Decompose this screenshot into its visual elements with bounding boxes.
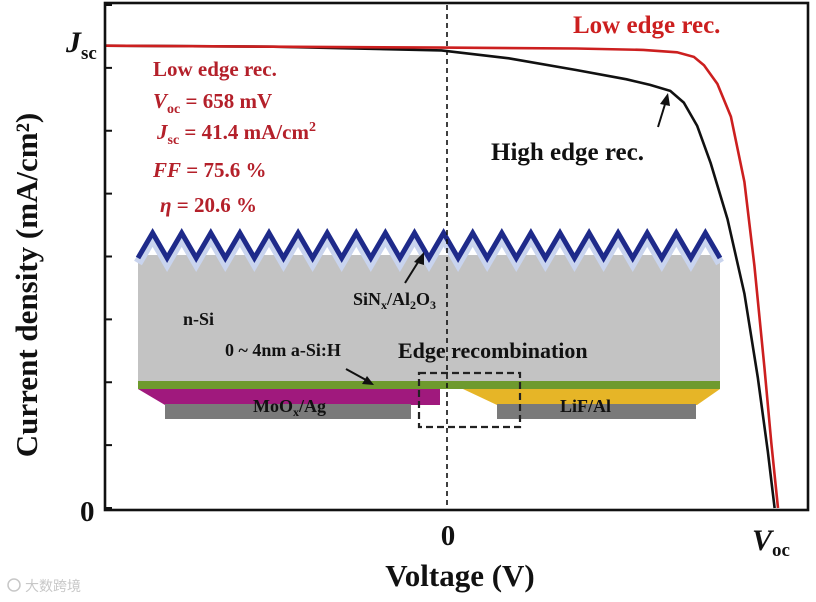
inset-asi-label: 0 ~ 4nm a-Si:H <box>225 340 341 360</box>
y-tick-jsc-main: J <box>65 26 82 59</box>
annot-eta: η = 20.6 % <box>160 193 257 217</box>
watermark: 大数跨境 <box>7 578 81 594</box>
inset-left-contact-label: MoOx/Ag <box>253 396 326 419</box>
annot-ff-val: = 75.6 % <box>181 158 266 182</box>
annot-jsc-val: = 41.4 mA/cm <box>179 120 309 144</box>
x-tick-voc-main: V <box>752 524 775 557</box>
watermark-logo-icon <box>7 578 21 592</box>
performance-annotation: Low edge rec. Voc = 658 mV Jsc = 41.4 mA… <box>152 57 316 217</box>
annot-jsc-var: J <box>156 120 169 144</box>
y-tick-zero: 0 <box>80 496 95 528</box>
inset-device-schematic: n-Si SiNx/Al2O3 0 ~ 4nm a-Si:H Edge reco… <box>134 228 724 429</box>
y-axis-label: Current density (mA/cm²) <box>9 113 44 458</box>
inset-ag-contact <box>165 404 411 419</box>
annot-jsc-sup: 2 <box>309 120 316 135</box>
inset-left-contact-main: MoO <box>253 396 293 416</box>
inset-lif-layer <box>463 389 720 405</box>
inset-left-contact-sub: x <box>293 405 299 419</box>
annot-title: Low edge rec. <box>153 57 277 81</box>
annot-voc-val: = 658 mV <box>180 89 272 113</box>
inset-coating-inner <box>134 229 724 272</box>
x-tick-voc-sub: oc <box>772 540 790 561</box>
inset-silicon-bulk <box>138 255 720 384</box>
inset-coating-label: SiNx/Al2O3 <box>353 289 436 312</box>
legend-low-edge-rec: Low edge rec. <box>573 12 720 39</box>
high-edge-arrow <box>657 93 670 128</box>
y-tick-jsc: Jsc <box>65 26 97 64</box>
annot-ff-var: FF <box>152 158 181 182</box>
inset-coating-sub2: 2 <box>410 298 416 312</box>
inset-asi-layer <box>138 381 720 389</box>
inset-al-contact <box>497 404 696 419</box>
x-axis-label: Voltage (V) <box>385 558 535 593</box>
x-tick-zero: 0 <box>441 520 456 552</box>
series-low-edge-rec <box>104 44 780 509</box>
series-high-edge-rec <box>104 44 776 509</box>
x-tick-voc: Voc <box>752 524 790 561</box>
annot-jsc-sub: sc <box>168 133 180 148</box>
inset-coating-o: O <box>416 289 430 309</box>
annot-eta-var: η <box>160 193 172 217</box>
annot-ff: FF = 75.6 % <box>152 158 266 182</box>
inset-right-contact-label: LiF/Al <box>560 396 611 416</box>
legend-high-edge-rec: High edge rec. <box>491 139 644 166</box>
annot-voc: Voc = 658 mV <box>153 89 272 117</box>
y-tick-jsc-sub: sc <box>81 43 97 64</box>
inset-edge-label: Edge recombination <box>398 338 588 363</box>
inset-left-contact-rest: /Ag <box>298 396 326 416</box>
inset-asi-arrow <box>345 368 374 385</box>
inset-coating-mid: /Al <box>386 289 410 309</box>
inset-edge-box <box>417 371 522 429</box>
inset-coating-main: SiN <box>353 289 381 309</box>
watermark-text: 大数跨境 <box>25 578 81 594</box>
annot-voc-var: V <box>153 89 169 113</box>
inset-coating-outer <box>135 228 723 263</box>
annot-eta-val: = 20.6 % <box>172 193 257 217</box>
inset-coating-sub3: 3 <box>430 298 436 312</box>
inset-coating-arrow <box>404 252 424 284</box>
inset-nsi-label: n-Si <box>183 309 214 329</box>
inset-moox-layer <box>138 389 440 405</box>
annot-jsc: Jsc = 41.4 mA/cm2 <box>156 120 316 148</box>
inset-coating-sub1: x <box>381 298 387 312</box>
y-axis-ticks <box>105 4 112 509</box>
annot-voc-sub: oc <box>167 102 180 117</box>
